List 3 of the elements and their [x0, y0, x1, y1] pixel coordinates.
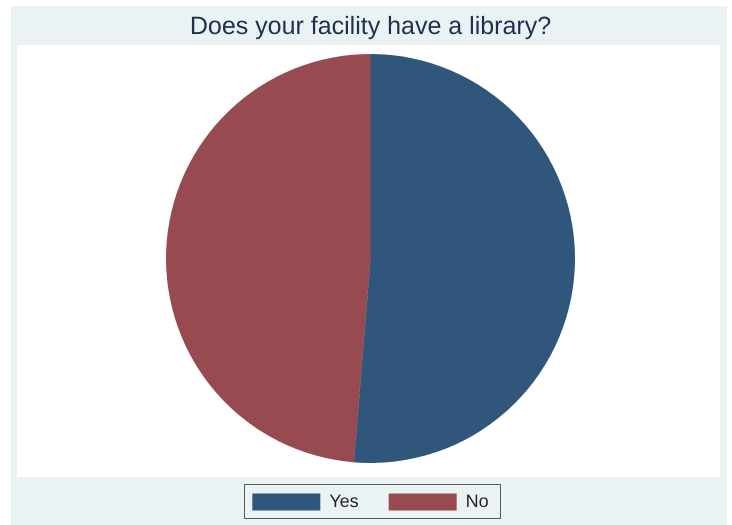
legend-label: Yes: [329, 490, 359, 511]
legend-label: No: [466, 490, 489, 511]
chart-title: Does your facility have a library?: [190, 12, 552, 40]
